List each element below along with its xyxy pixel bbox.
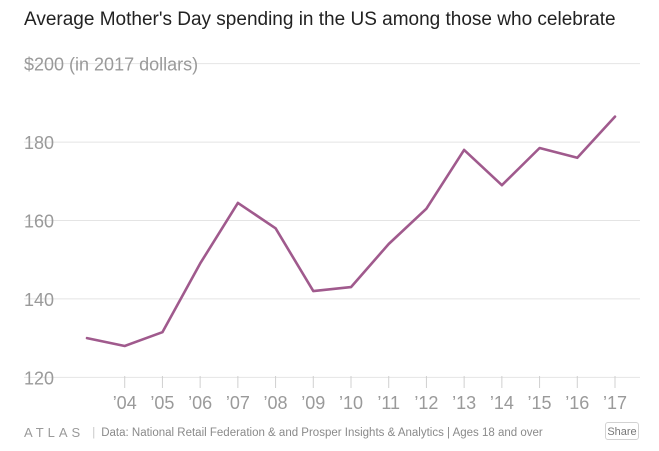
x-tick-label: ’16 bbox=[565, 393, 589, 413]
x-tick-label: ’12 bbox=[414, 393, 438, 413]
x-tick-label: ’09 bbox=[301, 393, 325, 413]
data-point[interactable] bbox=[610, 112, 620, 122]
data-point[interactable] bbox=[157, 327, 167, 337]
gridlines bbox=[24, 63, 640, 378]
data-point[interactable] bbox=[459, 145, 469, 155]
series-line bbox=[85, 115, 617, 348]
y-axis-ticks: $200 (in 2017 dollars) 120 140 160 180 bbox=[24, 55, 198, 389]
x-tick-label: ’07 bbox=[226, 393, 250, 413]
data-point[interactable] bbox=[572, 153, 582, 163]
data-point[interactable] bbox=[535, 143, 545, 153]
source-note: Data: National Retail Federation & and P… bbox=[101, 426, 543, 439]
data-point[interactable] bbox=[308, 286, 318, 296]
x-tick-label: ’04 bbox=[113, 393, 137, 413]
data-point[interactable] bbox=[346, 282, 356, 292]
x-tick-label: ’05 bbox=[150, 393, 174, 413]
x-tick-label: ’15 bbox=[528, 393, 552, 413]
x-axis-tick-marks bbox=[124, 376, 616, 388]
data-point[interactable] bbox=[497, 180, 507, 190]
footer-separator: | bbox=[92, 426, 96, 439]
x-tick-label: ’17 bbox=[603, 393, 627, 413]
data-point[interactable] bbox=[271, 223, 281, 233]
series-layer bbox=[82, 112, 620, 351]
y-tick-label: 140 bbox=[24, 290, 54, 310]
data-point[interactable] bbox=[82, 333, 92, 343]
x-tick-label: ’14 bbox=[490, 393, 514, 413]
data-point[interactable] bbox=[120, 341, 130, 351]
x-tick-label: ’10 bbox=[339, 393, 363, 413]
x-axis-tick-labels: ’04 ’05 ’06 ’07 ’08 ’09 ’10 ’11 ’12 ’13 ’14 ’15 ’16 ’… bbox=[113, 393, 627, 413]
y-tick-label: 120 bbox=[24, 368, 54, 388]
share-button[interactable]: Share bbox=[605, 422, 639, 440]
data-point[interactable] bbox=[195, 259, 205, 269]
atlas-logo: ATLAS bbox=[24, 425, 85, 440]
chart-footer: ATLAS | Data: National Retail Federation… bbox=[24, 425, 543, 440]
data-point[interactable] bbox=[421, 204, 431, 214]
x-tick-label: ’06 bbox=[188, 393, 212, 413]
chart-title: Average Mother's Day spending in the US … bbox=[24, 9, 616, 30]
x-tick-label: ’08 bbox=[264, 393, 288, 413]
data-point[interactable] bbox=[384, 239, 394, 249]
y-tick-label: 160 bbox=[24, 212, 54, 232]
data-point[interactable] bbox=[233, 198, 243, 208]
x-tick-label: ’11 bbox=[377, 393, 400, 413]
y-axis-label: $200 (in 2017 dollars) bbox=[24, 55, 198, 75]
x-tick-label: ’13 bbox=[452, 393, 476, 413]
y-tick-label: 180 bbox=[24, 133, 54, 153]
